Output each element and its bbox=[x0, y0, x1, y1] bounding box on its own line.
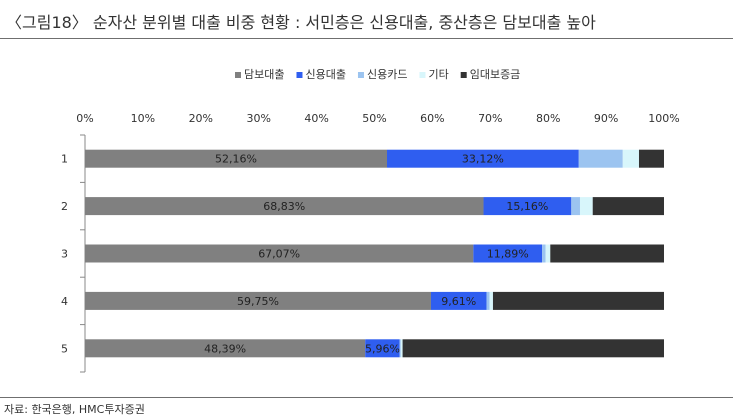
bar-segment bbox=[486, 291, 490, 310]
bar-segment bbox=[545, 244, 551, 263]
x-tick-label: 10% bbox=[131, 112, 155, 125]
x-tick-label: 60% bbox=[420, 112, 444, 125]
bar-segment bbox=[550, 244, 664, 263]
x-axis: 0% 10% 20% 30% 40% 50% 60% 70% 80% 90% 100% bbox=[76, 112, 679, 125]
legend-label: 임대보증금 bbox=[470, 68, 521, 81]
bar-segment bbox=[592, 197, 664, 216]
bar-segment bbox=[365, 339, 400, 358]
data-label: 48,39% bbox=[204, 342, 246, 355]
y-tick-label: 5 bbox=[61, 342, 68, 355]
data-label: 9,61% bbox=[441, 295, 476, 308]
data-label: 68,83% bbox=[263, 200, 305, 213]
data-label: 59,75% bbox=[237, 295, 279, 308]
y-tick-label: 3 bbox=[61, 248, 68, 261]
y-tick-label: 4 bbox=[61, 295, 68, 308]
data-label: 67,07% bbox=[258, 248, 300, 261]
data-label: 5,96% bbox=[365, 342, 400, 355]
x-tick-label: 90% bbox=[594, 112, 618, 125]
bar-segment bbox=[399, 339, 401, 358]
legend-swatch bbox=[419, 72, 426, 78]
legend-swatch bbox=[460, 72, 467, 78]
plot-area: 52,16% 33,12% 68,83% 15,16% 67,07% 11,89% 59,7… bbox=[84, 135, 664, 372]
chart-title: 〈그림18〉 순자산 분위별 대출 비중 현황 : 서민층은 신용대출, 중산층… bbox=[6, 13, 596, 32]
top-rule bbox=[0, 38, 733, 39]
bar-segment bbox=[489, 291, 493, 310]
legend-item: 기타 bbox=[419, 68, 449, 81]
bar-segment bbox=[387, 149, 579, 168]
y-axis: 1 2 3 4 5 bbox=[61, 134, 85, 373]
legend-item: 신용카드 bbox=[357, 68, 407, 81]
x-tick-label: 40% bbox=[304, 112, 328, 125]
bottom-rule bbox=[0, 397, 733, 398]
stacked-bar-chart: 담보대출 신용대출 신용카드 기타 임대보증금 0% 10% 20% 30% 40% 50% 60%… bbox=[61, 68, 680, 373]
data-label: 11,89% bbox=[487, 248, 529, 261]
legend-swatch bbox=[235, 72, 241, 78]
bar-segment bbox=[578, 149, 623, 168]
bar-segment bbox=[542, 244, 546, 263]
x-tick-label: 70% bbox=[478, 112, 502, 125]
bar-segment bbox=[85, 291, 431, 310]
x-tick-label: 80% bbox=[536, 112, 560, 125]
legend-swatch bbox=[357, 72, 364, 78]
bar-segment bbox=[579, 197, 593, 216]
legend: 담보대출 신용대출 신용카드 기타 임대보증금 bbox=[235, 68, 520, 81]
legend-item: 담보대출 bbox=[235, 68, 284, 81]
legend-item: 신용대출 bbox=[296, 68, 346, 81]
bar-segment bbox=[571, 197, 580, 216]
bar-segment bbox=[483, 197, 572, 216]
bar-segment bbox=[638, 149, 664, 168]
legend-label: 담보대출 bbox=[244, 68, 284, 81]
x-tick-label: 20% bbox=[189, 112, 213, 125]
legend-label: 기타 bbox=[428, 68, 448, 81]
legend-label: 신용대출 bbox=[305, 68, 345, 81]
y-tick-label: 1 bbox=[61, 153, 68, 166]
bar-segment bbox=[85, 149, 388, 168]
bar-segment bbox=[492, 291, 664, 310]
x-tick-label: 0% bbox=[76, 112, 93, 125]
source-note: 자료: 한국은행, HMC투자증권 bbox=[4, 403, 145, 416]
bar-segment bbox=[85, 244, 474, 263]
x-tick-label: 50% bbox=[362, 112, 386, 125]
legend-label: 신용카드 bbox=[367, 68, 407, 81]
bar-segment bbox=[85, 197, 484, 216]
x-tick-label: 30% bbox=[246, 112, 270, 125]
y-tick-label: 2 bbox=[61, 200, 68, 213]
legend-item: 임대보증금 bbox=[460, 68, 521, 81]
bar-segment bbox=[85, 339, 366, 358]
bar-segment bbox=[622, 149, 639, 168]
data-label: 15,16% bbox=[506, 200, 548, 213]
bar-segment bbox=[473, 244, 543, 263]
x-tick-label: 100% bbox=[648, 112, 679, 125]
data-label: 33,12% bbox=[462, 153, 504, 166]
bar-segment bbox=[400, 339, 403, 358]
data-label: 52,16% bbox=[215, 153, 257, 166]
legend-swatch bbox=[296, 72, 303, 78]
bar-segment bbox=[430, 291, 487, 310]
bar-segment bbox=[402, 339, 664, 358]
